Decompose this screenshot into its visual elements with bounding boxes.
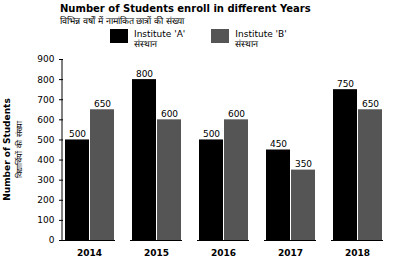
svg-text:500: 500 [37,135,54,145]
html-text:विभिन्न वर्षों में नामांकित छा: विभिन्न वर्षों में नामांकित छात्रों की स… [60,16,185,26]
svg-text:800: 800 [37,74,54,84]
html-text:Institute 'A' संस्थान: Institute 'A' संस्थान [134,29,186,49]
svg-text:750: 750 [337,79,354,89]
svg-text:0: 0 [49,235,55,245]
svg-text:650: 650 [94,99,111,109]
svg-text:2017: 2017 [278,248,303,258]
svg-text:650: 650 [362,99,379,109]
svg-text:600: 600 [37,115,54,125]
svg-text:450: 450 [270,139,287,149]
svg-text:600: 600 [161,109,178,119]
svg-text:विद्यार्थियों की संख्या: विद्यार्थियों की संख्या [14,120,24,177]
svg-text:400: 400 [37,155,54,165]
svg-text:2016: 2016 [211,248,236,258]
svg-text:2018: 2018 [345,248,370,258]
html-text:Number of Students enroll in d: Number of Students enroll in different Y… [60,3,311,14]
svg-text:200: 200 [37,195,54,205]
svg-text:600: 600 [228,109,245,119]
svg-text:500: 500 [69,129,86,139]
svg-text:2015: 2015 [144,248,169,258]
html-text:Institute 'B' संस्थान: Institute 'B' संस्थान [235,29,287,49]
svg-text:700: 700 [37,95,54,105]
svg-text:500: 500 [203,129,220,139]
svg-text:900: 900 [37,54,54,64]
svg-text:350: 350 [295,159,312,169]
svg-text:Number of Students: Number of Students [2,98,12,200]
svg-text:100: 100 [37,215,54,225]
svg-text:2014: 2014 [77,248,102,258]
svg-text:300: 300 [37,175,54,185]
svg-text:800: 800 [136,68,153,78]
